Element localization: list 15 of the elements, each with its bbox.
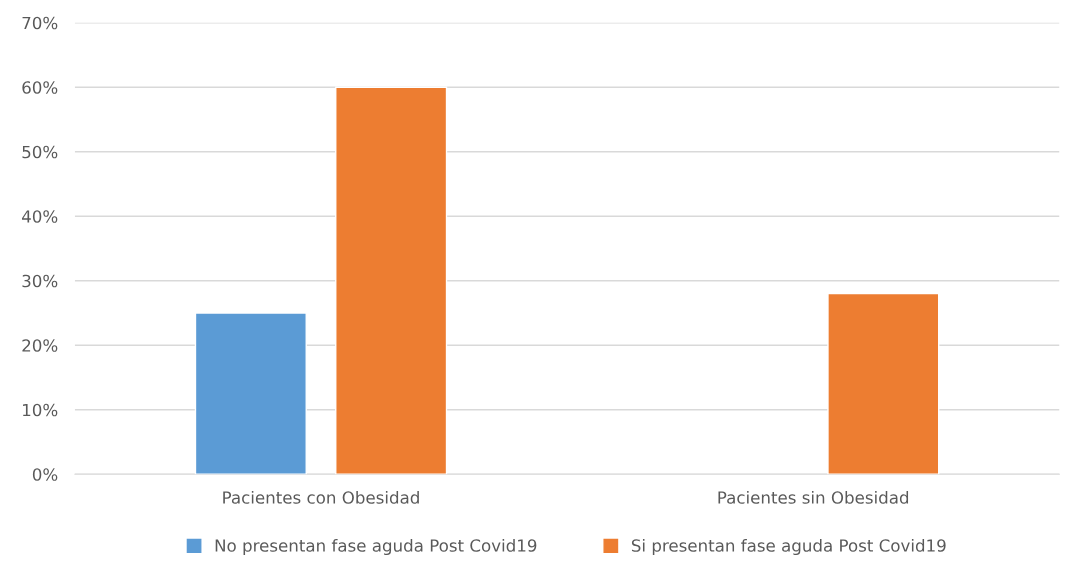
- x-tick-label: Pacientes con Obesidad: [223, 490, 419, 504]
- legend-label: No presentan fase aguda Post Covid19: [215, 538, 537, 556]
- y-tick-label: 60%: [22, 81, 58, 94]
- bar: [827, 292, 940, 475]
- y-tick-label: 30%: [22, 274, 58, 288]
- y-tick-label: 40%: [22, 210, 58, 223]
- legend-label: Si presentan fase aguda Post Covid19: [631, 538, 946, 556]
- bar: [335, 86, 448, 475]
- y-tick-label: 0%: [32, 468, 58, 481]
- x-tick-label: Pacientes sin Obesidad: [718, 490, 909, 504]
- y-tick-label: 70%: [22, 16, 58, 30]
- bar: [194, 312, 307, 475]
- y-tick-label: 50%: [22, 145, 58, 159]
- y-tick-label: 10%: [23, 403, 58, 417]
- y-tick-label: 20%: [22, 339, 58, 352]
